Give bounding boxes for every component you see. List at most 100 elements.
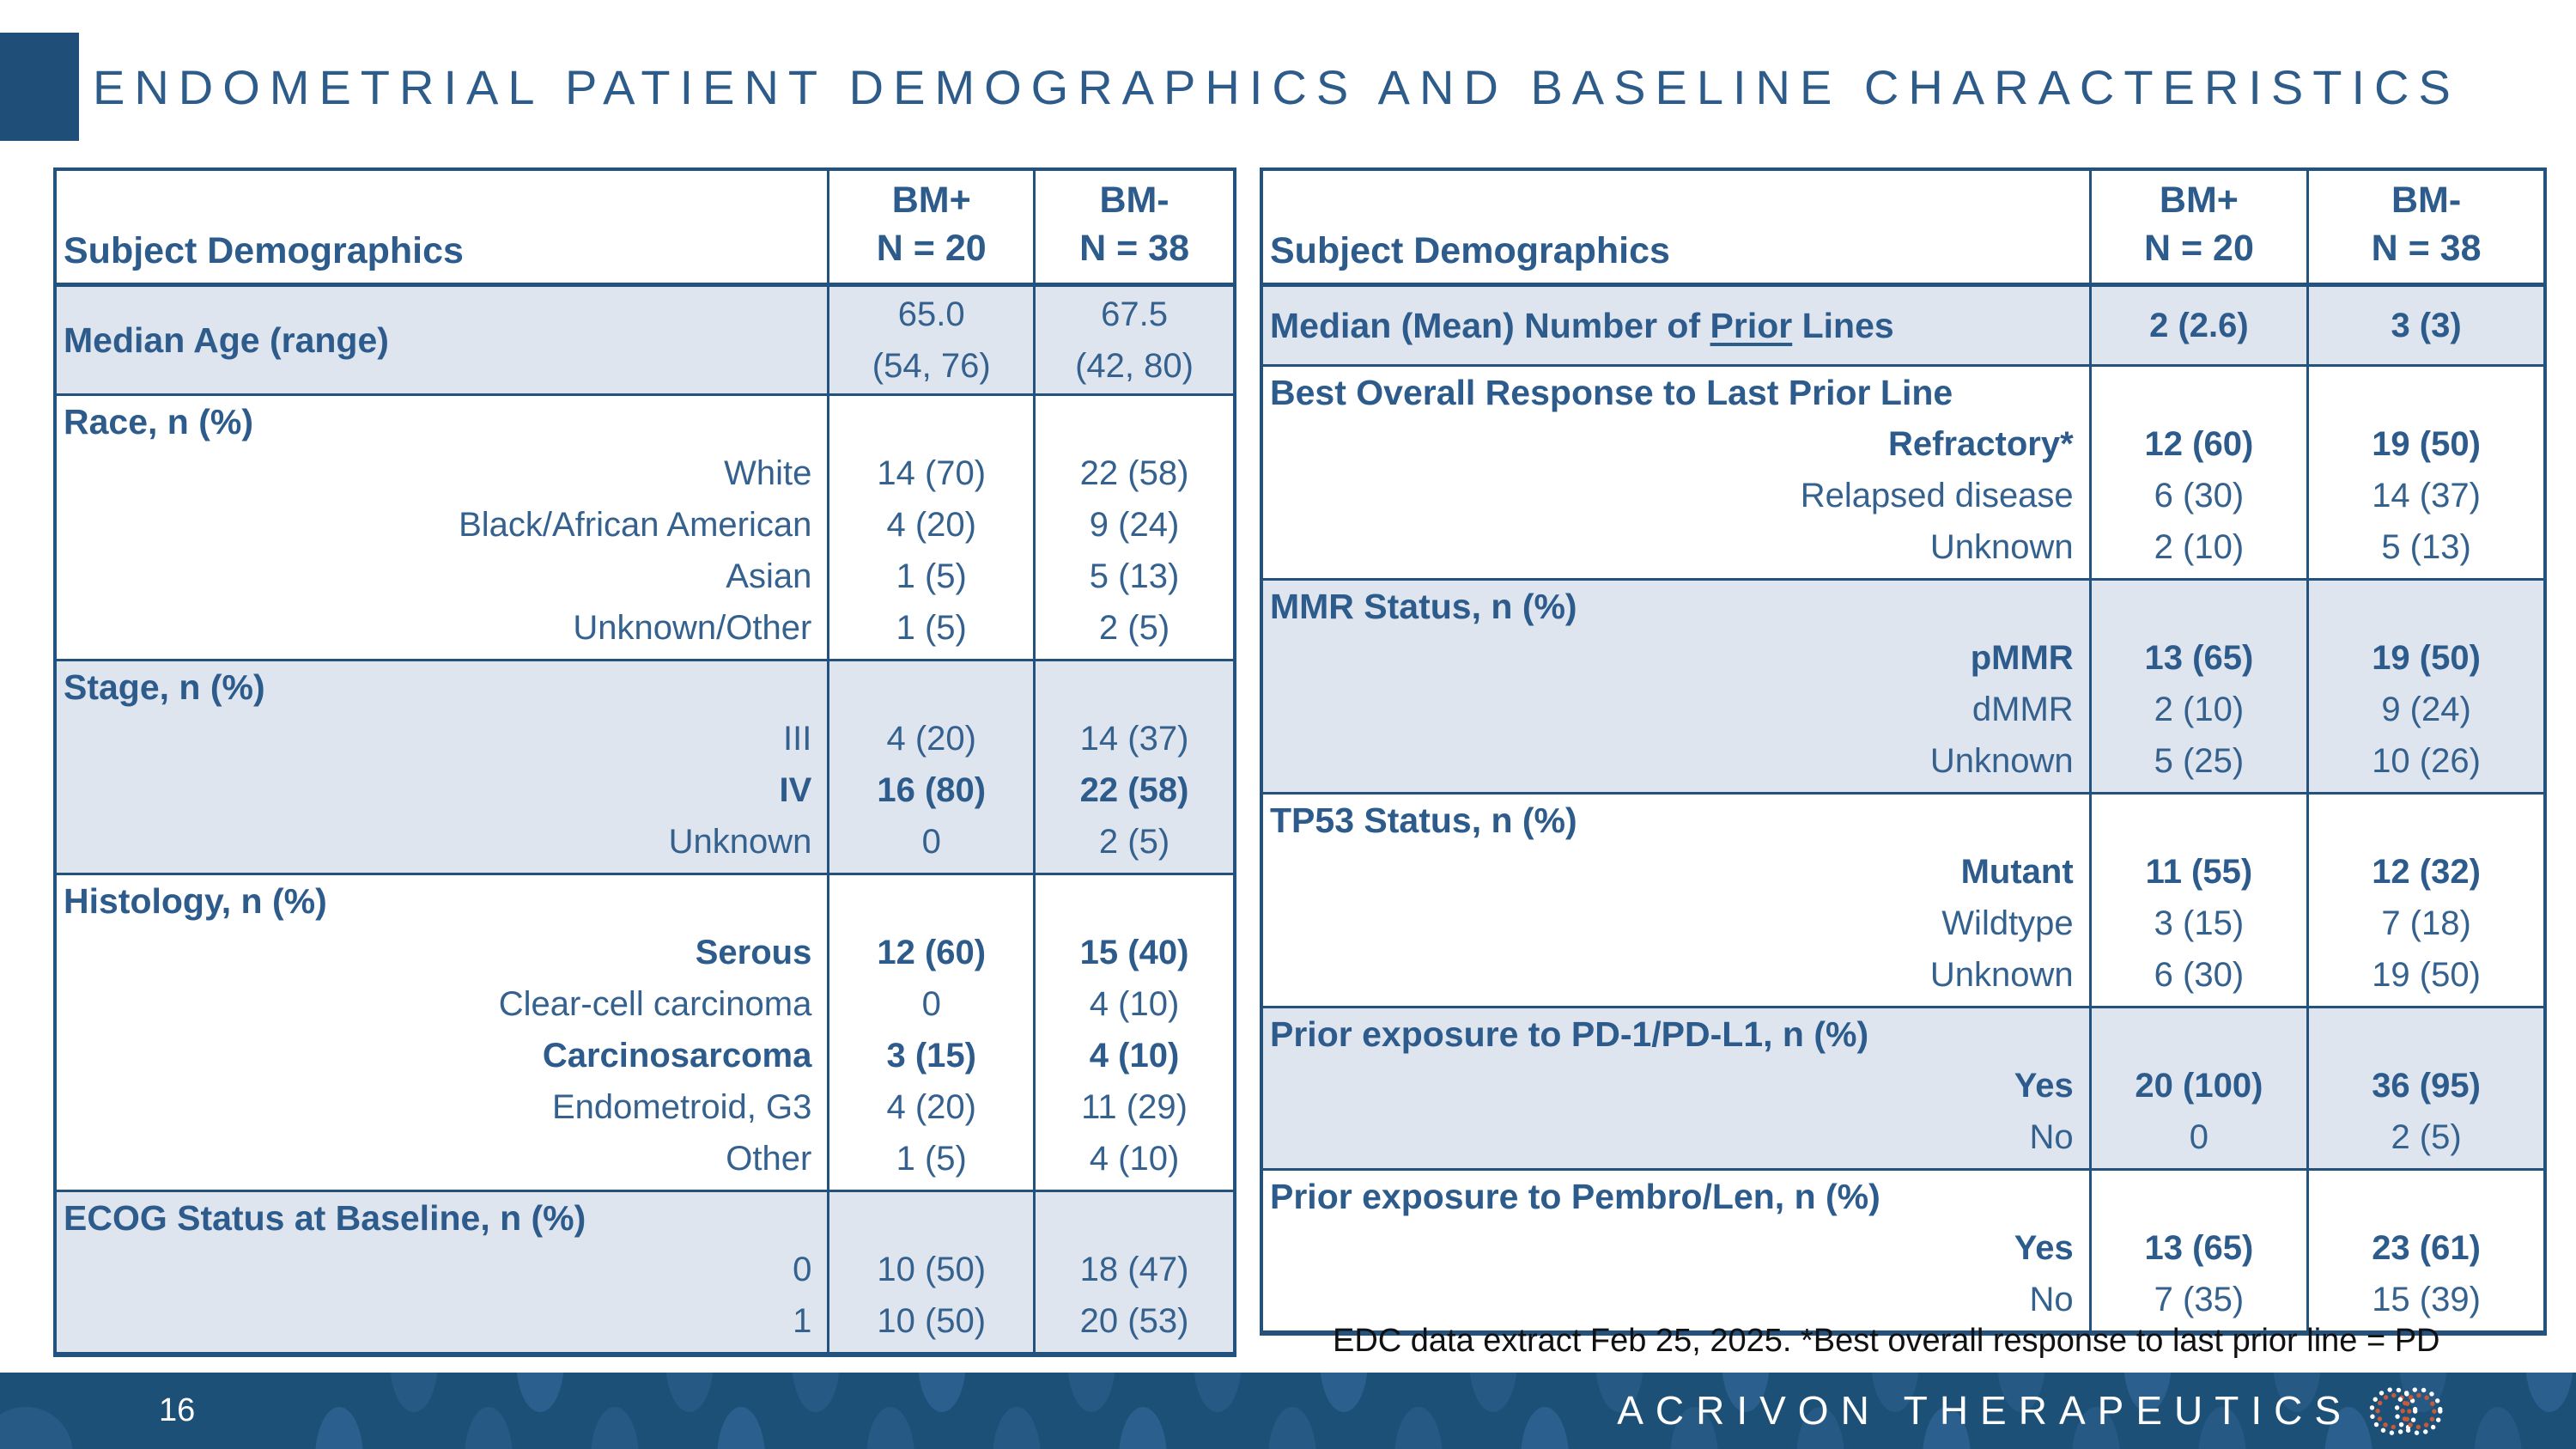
section-title-segment: Lines [1792,306,1894,345]
row-value-bm-positive: 1 (5) [896,1140,967,1178]
value-cell-bm-negative: 36 (95) 2 (5) [2306,1008,2543,1168]
row-value-bm-positive: 6 (30) [2154,477,2245,514]
row-value-bm-negative: 5 (13) [1089,557,1180,595]
spacer [829,875,1033,927]
row-label: Clear-cell carcinoma [498,985,812,1023]
value-cell-bm-negative: 3 (3) [2306,287,2543,364]
table-section-row: Median (Mean) Number of Prior Lines 2 (2.… [1263,284,2543,364]
section-title: Stage, n (%) [64,667,265,707]
row-value-bm-positive: 0 [921,985,941,1023]
row-value-bm-positive: 1 (5) [896,609,967,647]
row-value-bm-positive: 16 (80) [877,771,987,809]
row-label: Yes [2014,1229,2074,1267]
value-cell-bm-positive: 13 (65) 2 (10) 5 (25) [2088,581,2306,792]
section-label-cell: ECOG Status at Baseline, n (%) 0 1 [57,1192,827,1352]
table-section-row: ECOG Status at Baseline, n (%) 0 1 10 (50) 1… [57,1190,1233,1352]
row-value-bm-negative: 20 (53) [1079,1302,1189,1340]
row-value-bm-positive: 4 (20) [886,506,976,544]
row-value-bm-positive: 0 [921,823,941,861]
header-cell-label: Subject Demographics [1263,171,2089,283]
value-cell-bm-positive: 10 (50) 10 (50) [827,1192,1033,1352]
row-label: Asian [726,557,812,595]
value-cell-bm-positive: 20 (100) 0 [2088,1008,2306,1168]
row-label: Unknown [1929,528,2074,566]
section-label-cell: Stage, n (%) III IV Unknown [57,661,827,873]
row-label: Serous [695,934,812,971]
value-cell-bm-negative: 19 (50) 14 (37) 5 (13) [2306,367,2543,578]
row-value-bm-positive: 11 (55) [2145,853,2253,891]
spacer [2309,1008,2543,1060]
table-section-row: Race, n (%) White Black/African American As… [57,393,1233,659]
row-label: White [724,454,812,492]
value-cell-bm-positive: 11 (55) 3 (15) 6 (30) [2088,795,2306,1006]
row-value-bm-positive: 5 (25) [2154,742,2245,780]
row-label: 1 [793,1302,812,1340]
row-value-bm-positive: 7 (35) [2154,1281,2245,1318]
row-label: Black/African American [459,506,812,544]
section-title: ECOG Status at Baseline, n (%) [64,1198,586,1238]
row-label: No [2029,1118,2074,1156]
header-cell-bm-negative: BM- N = 38 [2306,171,2543,283]
footnote: EDC data extract Feb 25, 2025. *Best ove… [1333,1323,2440,1359]
header-bm-positive: BM+ N = 20 [876,180,987,269]
spacer [2092,1008,2306,1060]
value-cell-bm-positive: 2 (2.6) [2088,287,2306,364]
row-value-bm-negative: 3 (3) [2391,307,2462,344]
section-title: TP53 Status, n (%) [1270,801,1577,840]
row-value-bm-positive: 2 (10) [2154,528,2245,566]
table-section-row: Median Age (range) 65.0 (54, 76) 67.5 (42,… [57,284,1233,393]
row-value-bm-positive: 20 (100) [2135,1067,2263,1105]
row-value-bm-negative: 22 (58) [1079,771,1189,809]
spacer [829,396,1033,447]
section-title: Median Age (range) [64,320,389,360]
row-label: Wildtype [1941,904,2074,942]
row-label: dMMR [1971,691,2074,728]
row-value-bm-positive: 10 (50) [877,1251,987,1288]
row-value-bm-negative: 5 (13) [2381,528,2471,566]
row-value-bm-negative: 7 (18) [2381,904,2471,942]
spacer [2309,581,2543,632]
table-section-row: Histology, n (%) Serous Clear-cell carcino… [57,873,1233,1190]
row-label: Mutant [1960,853,2074,891]
spacer [2092,795,2306,846]
row-value-bm-negative: 9 (24) [1089,506,1180,544]
spacer [2309,367,2543,418]
row-value-bm-positive: 12 (60) [2144,425,2254,463]
table-section-row: MMR Status, n (%) pMMR dMMR Unknown 13 (65) 2… [1263,578,2543,792]
row-value-bm-negative: 19 (50) [2372,956,2481,994]
row-value-bm-negative: 9 (24) [2381,691,2471,728]
spacer [1036,875,1233,927]
row-value-bm-positive: 13 (65) [2144,639,2254,677]
row-label: Relapsed disease [1800,477,2074,514]
spacer [2092,1171,2306,1222]
spacer [2309,795,2543,846]
row-value-bm-negative: 2 (5) [1098,823,1170,861]
section-label-cell: Prior exposure to Pembro/Len, n (%) Yes No [1263,1171,2089,1330]
section-label-cell: Prior exposure to PD-1/PD-L1, n (%) Yes No [1263,1008,2089,1168]
value-cell-bm-negative: 19 (50) 9 (24) 10 (26) [2306,581,2543,792]
row-value-bm-negative: 19 (50) [2372,425,2481,463]
spacer [829,661,1033,713]
spacer [2309,1171,2543,1222]
row-value-bm-positive: 1 (5) [896,557,967,595]
row-label: pMMR [1970,639,2074,677]
row-value-bm-negative: 36 (95) [2372,1067,2481,1105]
row-value-bm-negative: 4 (10) [1089,1037,1180,1075]
header-label: Subject Demographics [1270,230,1670,271]
table-section-row: TP53 Status, n (%) Mutant Wildtype Unknown 1… [1263,792,2543,1006]
row-value-bm-negative: 4 (10) [1089,985,1180,1023]
header-bm-positive: BM+ N = 20 [2143,180,2254,269]
header-bm-negative: BM- N = 38 [1079,180,1189,269]
header-cell-bm-negative: BM- N = 38 [1033,171,1233,283]
value-cell-bm-negative: 22 (58) 9 (24) 5 (13) 2 (5) [1033,396,1233,659]
header-bm-negative: BM- N = 38 [2371,180,2482,269]
row-value-bm-positive: 2 (2.6) [2149,307,2249,344]
section-label-cell: Median Age (range) [57,287,827,393]
row-value-bm-negative: 22 (58) [1079,454,1189,492]
section-label-cell: Best Overall Response to Last Prior Line… [1263,367,2089,578]
row-value-bm-positive: 12 (60) [877,934,987,971]
row-value-bm-positive: 3 (15) [886,1037,976,1075]
value-cell-bm-negative: 14 (37) 22 (58) 2 (5) [1033,661,1233,873]
spacer [1036,1192,1233,1244]
